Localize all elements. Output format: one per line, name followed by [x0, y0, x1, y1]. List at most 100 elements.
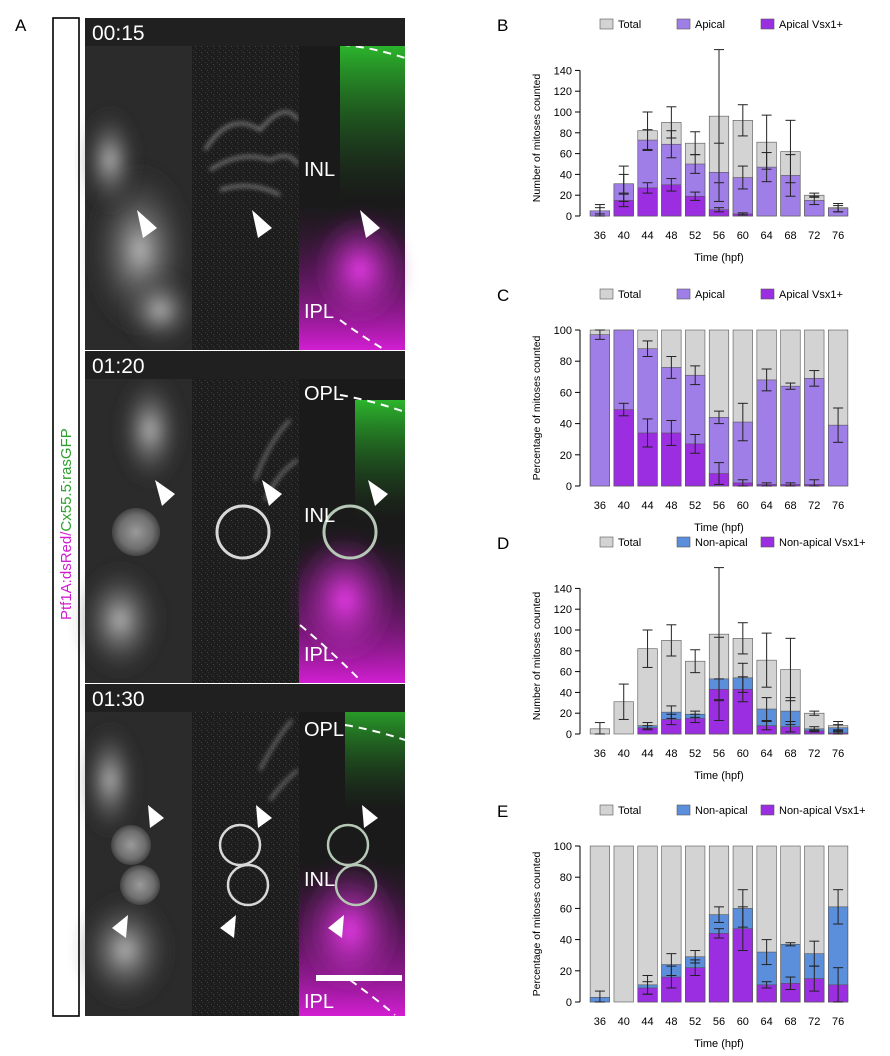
- y-tick-label: 140: [554, 583, 572, 595]
- legend-swatch: [760, 536, 775, 548]
- x-tick-label: 72: [808, 230, 820, 242]
- x-tick-label: 56: [713, 230, 725, 242]
- bar: [613, 409, 634, 487]
- y-tick-label: 40: [560, 419, 572, 431]
- y-axis-label: Number of mitoses counted: [531, 74, 543, 203]
- y-tick-label: 20: [560, 966, 572, 978]
- chart-c-svg: Total Apical Apical Vsx1+ 0 20 40 60 80 100 Perce…: [531, 288, 849, 534]
- layer-label-inl-3: INL: [304, 869, 335, 891]
- x-tick-label: 68: [784, 1016, 796, 1028]
- legend-swatch: [676, 536, 691, 548]
- y-tick-label: 80: [560, 872, 572, 884]
- layer-label-opl-3: OPL: [304, 719, 344, 741]
- x-tick-label: 72: [808, 1016, 820, 1028]
- x-tick-label: 64: [761, 230, 773, 242]
- x-tick-label: 40: [618, 748, 630, 760]
- x-tick-label: 72: [808, 748, 820, 760]
- x-tick-label: 52: [689, 500, 701, 512]
- x-tick-label: 68: [784, 230, 796, 242]
- legend-swatch: [599, 804, 614, 816]
- arrowhead-icon: [252, 210, 272, 238]
- y-tick-label: 60: [560, 149, 572, 161]
- panel-letter-d: D: [497, 534, 510, 553]
- legend-swatch: [760, 288, 775, 300]
- y-tick-label: 80: [560, 356, 572, 368]
- y-tick-label: 0: [566, 211, 572, 223]
- legend-swatch: [760, 18, 775, 30]
- y-tick-label: 100: [554, 841, 572, 853]
- chart-b: Total Apical Apical Vsx1+ 0 20 40 60 80 100 120 14…: [480, 10, 890, 270]
- legend-label: Non-apical Vsx1+: [779, 805, 866, 817]
- x-tick-label: 60: [737, 748, 749, 760]
- y-tick-label: 60: [560, 387, 572, 399]
- x-tick-label: 52: [689, 230, 701, 242]
- x-tick-label: 48: [665, 1016, 677, 1028]
- arrowhead-icon: [155, 480, 175, 506]
- x-tick-label: 48: [665, 748, 677, 760]
- y-tick-label: 20: [560, 708, 572, 720]
- panel-letter-c: C: [497, 286, 510, 305]
- layer-label-inl-2: INL: [304, 505, 335, 527]
- y-tick-label: 40: [560, 169, 572, 181]
- x-tick-label: 44: [641, 500, 653, 512]
- x-tick-label: 36: [594, 1016, 606, 1028]
- scale-bar: [316, 975, 402, 981]
- legend-label: Non-apical Vsx1+: [779, 537, 866, 549]
- x-tick-label: 72: [808, 500, 820, 512]
- x-tick-label: 40: [618, 1016, 630, 1028]
- legend-swatch: [599, 288, 614, 300]
- channel-label-green: Cx55.5:rasGFP: [58, 428, 75, 531]
- x-tick-label: 76: [832, 500, 844, 512]
- chart-d: Total Non-apical Non-apical Vsx1+ 0 20 40 60 80…: [480, 528, 890, 788]
- bar: [804, 378, 825, 487]
- arrowhead-icon: [360, 210, 380, 238]
- micro-row-2: 01:20 OPL INL IPL: [75, 351, 406, 683]
- x-tick-label: 52: [689, 1016, 701, 1028]
- y-tick-label: 40: [560, 687, 572, 699]
- arrowhead-icon: [137, 210, 157, 238]
- legend-label: Total: [618, 289, 641, 301]
- legend-label: Non-apical: [695, 805, 748, 817]
- panel-letter-b: B: [497, 16, 509, 35]
- y-axis-label: Percentage of mitoses counted: [531, 851, 543, 996]
- y-tick-label: 20: [560, 450, 572, 462]
- timestamp-3: 01:30: [92, 688, 145, 711]
- y-tick-label: 20: [560, 190, 572, 202]
- y-tick-label: 100: [554, 107, 572, 119]
- channel-label-magenta: Ptf1A:dsRed/: [58, 531, 75, 620]
- y-tick-label: 120: [554, 604, 572, 616]
- chart-e-svg: Total Non-apical Non-apical Vsx1+ 0 20 40 60 80…: [531, 804, 866, 1050]
- legend-swatch: [676, 804, 691, 816]
- x-axis-label: Time (hpf): [694, 770, 744, 782]
- bar: [613, 845, 634, 1003]
- x-tick-label: 68: [784, 748, 796, 760]
- legend-label: Apical: [695, 289, 725, 301]
- arrowhead-icon: [368, 480, 388, 506]
- x-tick-label: 56: [713, 500, 725, 512]
- y-tick-label: 100: [554, 325, 572, 337]
- x-tick-label: 44: [641, 230, 653, 242]
- legend-label: Non-apical: [695, 537, 748, 549]
- panel-letter-a: A: [15, 16, 27, 35]
- legend-label: Total: [618, 805, 641, 817]
- legend-label: Apical Vsx1+: [779, 289, 843, 301]
- chart-c: Total Apical Apical Vsx1+ 0 20 40 60 80 100 Perce…: [480, 280, 890, 540]
- micro-row-1: 00:15 INL IPL: [80, 18, 410, 351]
- arrowhead-icon: [220, 915, 236, 938]
- label-frame: [52, 17, 80, 1017]
- x-tick-label: 56: [713, 748, 725, 760]
- chart-d-svg: Total Non-apical Non-apical Vsx1+ 0 20 40 60 80…: [531, 536, 866, 782]
- legend-label: Apical: [695, 19, 725, 31]
- microscopy-panel: Ptf1A:dsRed/Cx55.5:rasGFP 00:15 INL IPL: [52, 17, 410, 1017]
- legend-swatch: [760, 804, 775, 816]
- y-tick-label: 100: [554, 625, 572, 637]
- y-tick-label: 60: [560, 667, 572, 679]
- x-axis-label: Time (hpf): [694, 252, 744, 264]
- timestamp-1: 00:15: [92, 22, 145, 45]
- arrowhead-icon: [256, 805, 272, 828]
- layer-label-ipl-2: IPL: [304, 644, 334, 666]
- layer-label-inl-1: INL: [304, 159, 335, 181]
- channel-label: Ptf1A:dsRed/Cx55.5:rasGFP: [58, 428, 75, 620]
- bar: [708, 933, 730, 1003]
- x-tick-label: 68: [784, 500, 796, 512]
